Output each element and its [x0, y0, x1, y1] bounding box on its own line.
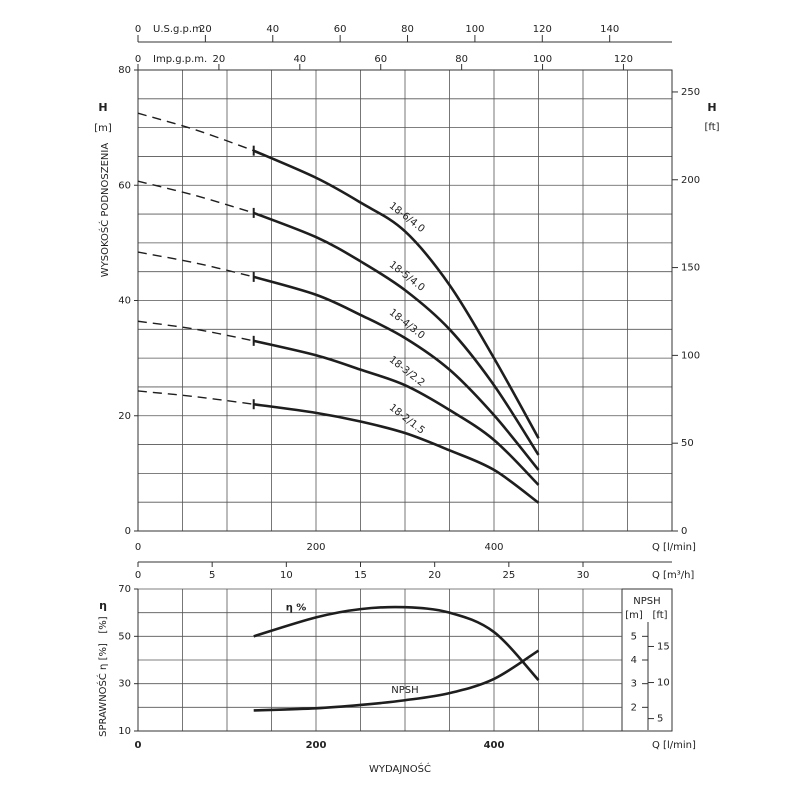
x_impgpm-tick-label: 120 — [614, 54, 633, 65]
x_m3h-tick-label: 25 — [502, 570, 515, 581]
y2-tick-label: 0 — [681, 526, 687, 537]
curve — [253, 275, 540, 471]
curve-dashed — [137, 251, 254, 278]
x_m3h-tick-label: 15 — [354, 570, 367, 581]
y-tick-label: 60 — [118, 180, 131, 191]
curve-dashed — [137, 180, 254, 214]
curve — [253, 402, 540, 504]
x-axis-title: Q [l/min] — [652, 740, 696, 751]
curve-label: 18-3/2.2 — [387, 354, 427, 389]
curve — [253, 339, 540, 486]
npsh-title: NPSH — [633, 596, 660, 607]
curve — [253, 211, 540, 456]
x_m3h-tick-label: 5 — [209, 570, 215, 581]
x-tick-label: 0 — [135, 542, 141, 553]
npsh-m-label: 4 — [631, 655, 637, 666]
npsh-ft-label: 15 — [657, 641, 670, 652]
x-usgpm-title: U.S.g.p.m. — [153, 24, 205, 35]
y-symbol: η — [99, 599, 107, 612]
y2-unit: [ft] — [704, 122, 719, 133]
curve-label: 18-2/1.5 — [387, 402, 427, 437]
y-tick-label: 70 — [118, 584, 131, 595]
curve-dashed — [137, 320, 254, 342]
x_usgpm-tick-label: 0 — [135, 24, 141, 35]
efficiency-curve — [253, 605, 540, 682]
npsh-ft-label: 10 — [657, 678, 670, 689]
y-tick-label: 40 — [118, 296, 131, 307]
npsh-unit-m: [m] — [625, 610, 643, 621]
curve-label: NPSH — [391, 685, 418, 696]
x-title: WYDAJNOŚĆ — [369, 762, 431, 775]
y-tick-label: 50 — [118, 631, 131, 642]
x_m3h-tick-label: 10 — [280, 570, 293, 581]
x-tick-label: 200 — [306, 740, 327, 751]
npsh-m-label: 3 — [631, 679, 637, 690]
x-tick-label: 0 — [135, 740, 142, 751]
x_m3h-tick-label: 30 — [577, 570, 590, 581]
y-axis-title: SPRAWNOŚĆ η [%] — [96, 643, 109, 737]
npsh-m-label: 2 — [631, 702, 637, 713]
npsh-curve — [253, 649, 540, 712]
npsh-unit-ft: [ft] — [652, 610, 667, 621]
y-unit: [m] — [94, 123, 112, 134]
curve-dashed — [137, 390, 254, 405]
y-unit: [%] — [98, 616, 109, 633]
x-tick-label: 400 — [484, 740, 505, 751]
curve-label: 18-5/4.0 — [387, 259, 427, 294]
curve — [253, 149, 540, 439]
x_m3h-tick-label: 0 — [135, 570, 141, 581]
y2-tick-label: 100 — [681, 350, 700, 361]
curve-dashed — [137, 112, 254, 152]
x_m3h-tick-label: 20 — [428, 570, 441, 581]
x-axis-title: Q [l/min] — [652, 542, 696, 553]
x_usgpm-tick-label: 120 — [533, 24, 552, 35]
curve-label: 18-4/3.0 — [387, 307, 427, 342]
y2-symbol: H — [707, 101, 716, 114]
x_impgpm-tick-label: 80 — [455, 54, 468, 65]
y-axis-title: WYSOKOŚĆ PODNOSZENIA — [98, 143, 111, 278]
x_impgpm-tick-label: 0 — [135, 54, 141, 65]
x-m3h-title: Q [m³/h] — [652, 570, 694, 581]
x_usgpm-tick-label: 100 — [465, 24, 484, 35]
npsh-m-label: 5 — [631, 631, 637, 642]
x-impgpm-title: Imp.g.p.m. — [153, 54, 207, 65]
x-tick-label: 400 — [484, 542, 503, 553]
curve-label: η % — [286, 602, 307, 613]
y2-tick-label: 150 — [681, 263, 700, 274]
x_impgpm-tick-label: 20 — [213, 54, 226, 65]
y2-tick-label: 250 — [681, 87, 700, 98]
y-tick-label: 30 — [118, 679, 131, 690]
x_usgpm-tick-label: 80 — [401, 24, 414, 35]
y-tick-label: 80 — [118, 65, 131, 76]
x_usgpm-tick-label: 140 — [600, 24, 619, 35]
x_usgpm-tick-label: 40 — [266, 24, 279, 35]
curve-label: 18-6/4.0 — [387, 200, 427, 235]
x_usgpm-tick-label: 60 — [334, 24, 347, 35]
y2-tick-label: 200 — [681, 175, 700, 186]
x_impgpm-tick-label: 40 — [293, 54, 306, 65]
y-symbol: H — [98, 101, 107, 114]
y-tick-label: 10 — [118, 726, 131, 737]
x_usgpm-tick-label: 20 — [199, 24, 212, 35]
y-tick-label: 0 — [125, 526, 131, 537]
x_impgpm-tick-label: 60 — [374, 54, 387, 65]
x-tick-label: 200 — [306, 542, 325, 553]
y-tick-label: 20 — [118, 411, 131, 422]
y2-tick-label: 50 — [681, 438, 694, 449]
x_impgpm-tick-label: 100 — [533, 54, 552, 65]
npsh-ft-label: 5 — [657, 714, 663, 725]
